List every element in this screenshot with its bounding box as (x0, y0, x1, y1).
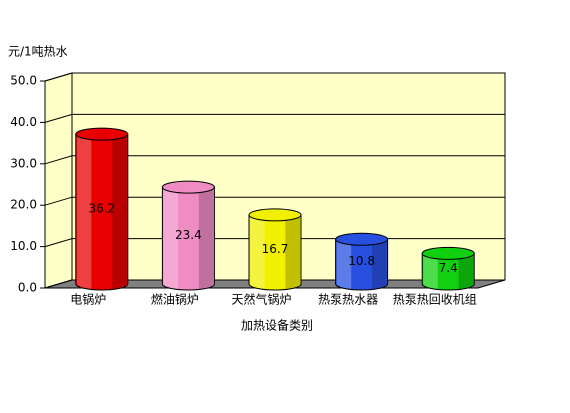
x-tick-label: 电锅炉 (70, 292, 106, 307)
bar-shade (336, 239, 352, 289)
value-label: 10.8 (348, 254, 375, 268)
y-tick-label: 50.0 (10, 74, 37, 88)
bar-shade (250, 214, 265, 289)
bar (161, 186, 215, 291)
bar-shadow (372, 239, 387, 289)
grid-line (44, 155, 505, 165)
bar-top (421, 246, 475, 260)
bar-shade (423, 253, 438, 289)
bar-shadow (112, 134, 127, 289)
bar (75, 133, 129, 291)
value-label: 7.4 (439, 261, 458, 275)
bar-shade (76, 134, 92, 289)
x-tick-label: 燃油锅炉 (151, 292, 199, 307)
grid-line (44, 72, 505, 82)
bar-top (161, 180, 215, 194)
grid-line (44, 196, 505, 206)
bar-top (248, 208, 302, 222)
x-tick-label: 热泵热水器 (318, 293, 378, 307)
x-axis-title: 加热设备类别 (241, 319, 313, 333)
y-tick-label: 30.0 (10, 156, 37, 170)
value-label: 16.7 (262, 242, 289, 256)
bar-top (75, 127, 129, 141)
bar (421, 252, 475, 291)
y-tick-label: 20.0 (10, 198, 37, 212)
value-label: 23.4 (175, 228, 202, 242)
x-tick-label: 热泵热回收机组 (393, 293, 477, 307)
x-tick-label: 天然气锅炉 (231, 292, 291, 307)
value-label: 36.2 (88, 202, 115, 216)
y-axis-title: 元/1吨热水 (8, 45, 68, 59)
side-wall (44, 72, 73, 289)
y-tick-label: 10.0 (10, 239, 37, 253)
bar-shade (163, 187, 178, 289)
bar (248, 214, 302, 291)
bar-shadow (458, 253, 474, 289)
y-tick-label: 0.0 (18, 281, 37, 295)
bar (335, 238, 389, 291)
bar-shadow (285, 214, 300, 289)
bar-shadow (198, 187, 214, 289)
y-tick-label: 40.0 (10, 115, 37, 129)
bar-top (335, 232, 389, 246)
grid-line (44, 113, 505, 123)
